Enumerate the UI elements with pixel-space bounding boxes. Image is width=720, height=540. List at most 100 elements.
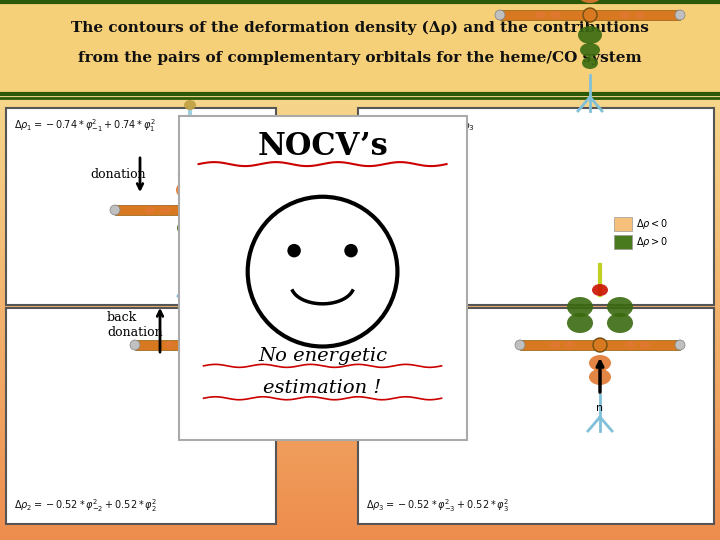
Bar [0, 5, 720, 8]
Bar [614, 217, 632, 231]
Bar [0, 146, 720, 148]
Bar [0, 313, 720, 316]
Bar [0, 57, 720, 59]
Bar [0, 359, 720, 362]
Bar [0, 38, 720, 40]
Bar [0, 462, 720, 464]
Circle shape [675, 10, 685, 20]
Bar [0, 76, 720, 78]
Bar [0, 394, 720, 397]
Ellipse shape [582, 57, 598, 69]
Text: $\Delta\rho<0$: $\Delta\rho<0$ [636, 217, 669, 231]
Text: $\Delta\rho_2=-0.52*\varphi_{-2}^2+0.52*\varphi_2^2$: $\Delta\rho_2=-0.52*\varphi_{-2}^2+0.52*… [14, 497, 157, 514]
Bar [6, 308, 276, 524]
Bar [0, 238, 720, 240]
Bar [0, 184, 720, 186]
Text: from the pairs of complementary orbitals for the heme/CO system: from the pairs of complementary orbitals… [78, 51, 642, 65]
Ellipse shape [178, 166, 202, 182]
Bar [0, 32, 720, 35]
Bar [0, 84, 720, 86]
Bar [0, 286, 720, 289]
Circle shape [290, 340, 300, 350]
Circle shape [675, 340, 685, 350]
Bar [0, 16, 720, 19]
Bar [0, 24, 720, 27]
Bar [0, 319, 720, 321]
Bar [0, 470, 720, 472]
Bar [0, 208, 720, 211]
Bar [0, 321, 720, 324]
Bar [0, 370, 720, 373]
Ellipse shape [640, 341, 650, 349]
Bar [0, 216, 720, 219]
Ellipse shape [625, 341, 635, 349]
Bar [0, 437, 720, 440]
Bar [0, 524, 720, 526]
Bar [0, 435, 720, 437]
Text: $\Delta\rho=\Delta\rho_1+\Delta\rho_2+\Delta\rho_3$: $\Delta\rho=\Delta\rho_1+\Delta\rho_2+\D… [366, 119, 474, 133]
Bar [0, 383, 720, 386]
Bar [0, 356, 720, 359]
Bar [520, 340, 680, 350]
Ellipse shape [255, 341, 265, 349]
Bar [0, 378, 720, 381]
Ellipse shape [182, 297, 208, 317]
Ellipse shape [204, 369, 226, 385]
Bar [0, 472, 720, 475]
Bar [0, 518, 720, 521]
Bar [0, 424, 720, 427]
Bar [0, 478, 720, 481]
Bar [0, 73, 720, 76]
Bar [0, 116, 720, 119]
Text: $\Delta\rho>0$: $\Delta\rho>0$ [636, 235, 669, 249]
Text: $\Delta\rho(r)=\sum_{i=1}^{n}\nu_i\varphi_i^2(r)$: $\Delta\rho(r)=\sum_{i=1}^{n}\nu_i\varph… [296, 112, 424, 156]
Bar [0, 122, 720, 124]
Bar [0, 0, 720, 3]
Bar [0, 273, 720, 275]
Bar [0, 27, 720, 30]
Ellipse shape [565, 341, 575, 349]
Ellipse shape [176, 180, 204, 200]
Bar [0, 81, 720, 84]
Bar [0, 275, 720, 278]
Bar [0, 367, 720, 370]
Bar [0, 454, 720, 456]
Bar [0, 135, 720, 138]
Bar [0, 46, 720, 49]
Bar [0, 535, 720, 537]
Bar [0, 62, 720, 65]
Bar [614, 235, 632, 249]
Bar [0, 213, 720, 216]
Bar [0, 526, 720, 529]
Bar [0, 97, 720, 100]
Bar [0, 537, 720, 540]
Bar [0, 316, 720, 319]
Bar [0, 224, 720, 227]
Bar [0, 170, 720, 173]
Bar [0, 508, 720, 510]
Bar [0, 329, 720, 332]
Bar [0, 346, 720, 348]
Bar [0, 68, 720, 70]
Bar [0, 65, 720, 68]
Bar [0, 270, 720, 273]
Bar [0, 521, 720, 524]
Bar [0, 138, 720, 140]
Bar [6, 108, 276, 305]
Bar [0, 157, 720, 159]
Ellipse shape [182, 143, 198, 153]
Bar [0, 497, 720, 500]
Bar [0, 302, 720, 305]
Bar [0, 151, 720, 154]
Circle shape [208, 338, 222, 352]
Bar [0, 364, 720, 367]
Ellipse shape [620, 11, 630, 19]
Bar [0, 324, 720, 327]
Bar [0, 389, 720, 392]
Bar [0, 505, 720, 508]
Circle shape [130, 340, 140, 350]
Bar [0, 243, 720, 246]
Bar [0, 51, 720, 54]
Ellipse shape [179, 235, 201, 249]
Bar [0, 130, 720, 132]
